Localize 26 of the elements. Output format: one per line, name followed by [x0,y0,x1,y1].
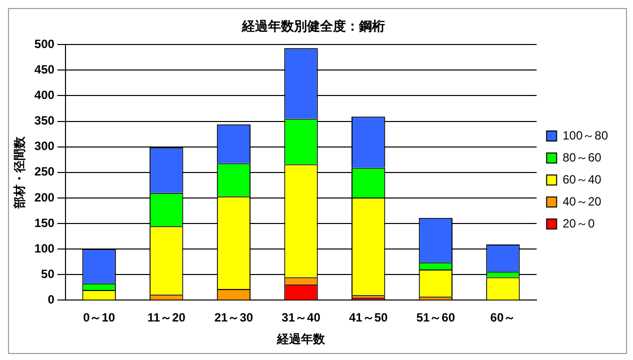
legend-label: 60～40 [562,172,602,186]
y-axis-title: 部材・径間数 [12,135,27,210]
y-tick-label: 150 [34,216,55,230]
y-tick-label: 300 [34,139,55,154]
x-axis-title: 経過年数 [276,332,326,346]
y-tick-label: 100 [34,241,55,256]
y-tick-label: 50 [41,266,55,281]
legend-label: 40～20 [562,194,602,208]
x-tick-label: 31～40 [282,310,321,325]
legend-label: 80～60 [562,150,602,164]
y-tick-label: 0 [48,292,55,307]
legend-label: 20～0 [562,216,595,230]
x-tick-label: 41～50 [348,310,388,325]
y-tick-label: 200 [34,190,55,204]
y-tick-label: 250 [34,164,55,179]
x-tick-label: 51～60 [416,310,456,325]
y-tick-label: 400 [34,88,55,102]
y-tick-label: 450 [34,62,55,76]
x-tick-label: 60～ [490,310,516,325]
y-tick-label: 500 [34,36,55,51]
y-tick-label: 350 [34,114,55,128]
x-tick-label: 21～30 [214,310,254,325]
x-tick-label: 11～20 [147,310,186,325]
legend-label: 100～80 [562,128,608,142]
x-tick-label: 0～10 [83,310,116,325]
chart-title: 経過年数別健全度：鋼桁 [241,18,385,34]
